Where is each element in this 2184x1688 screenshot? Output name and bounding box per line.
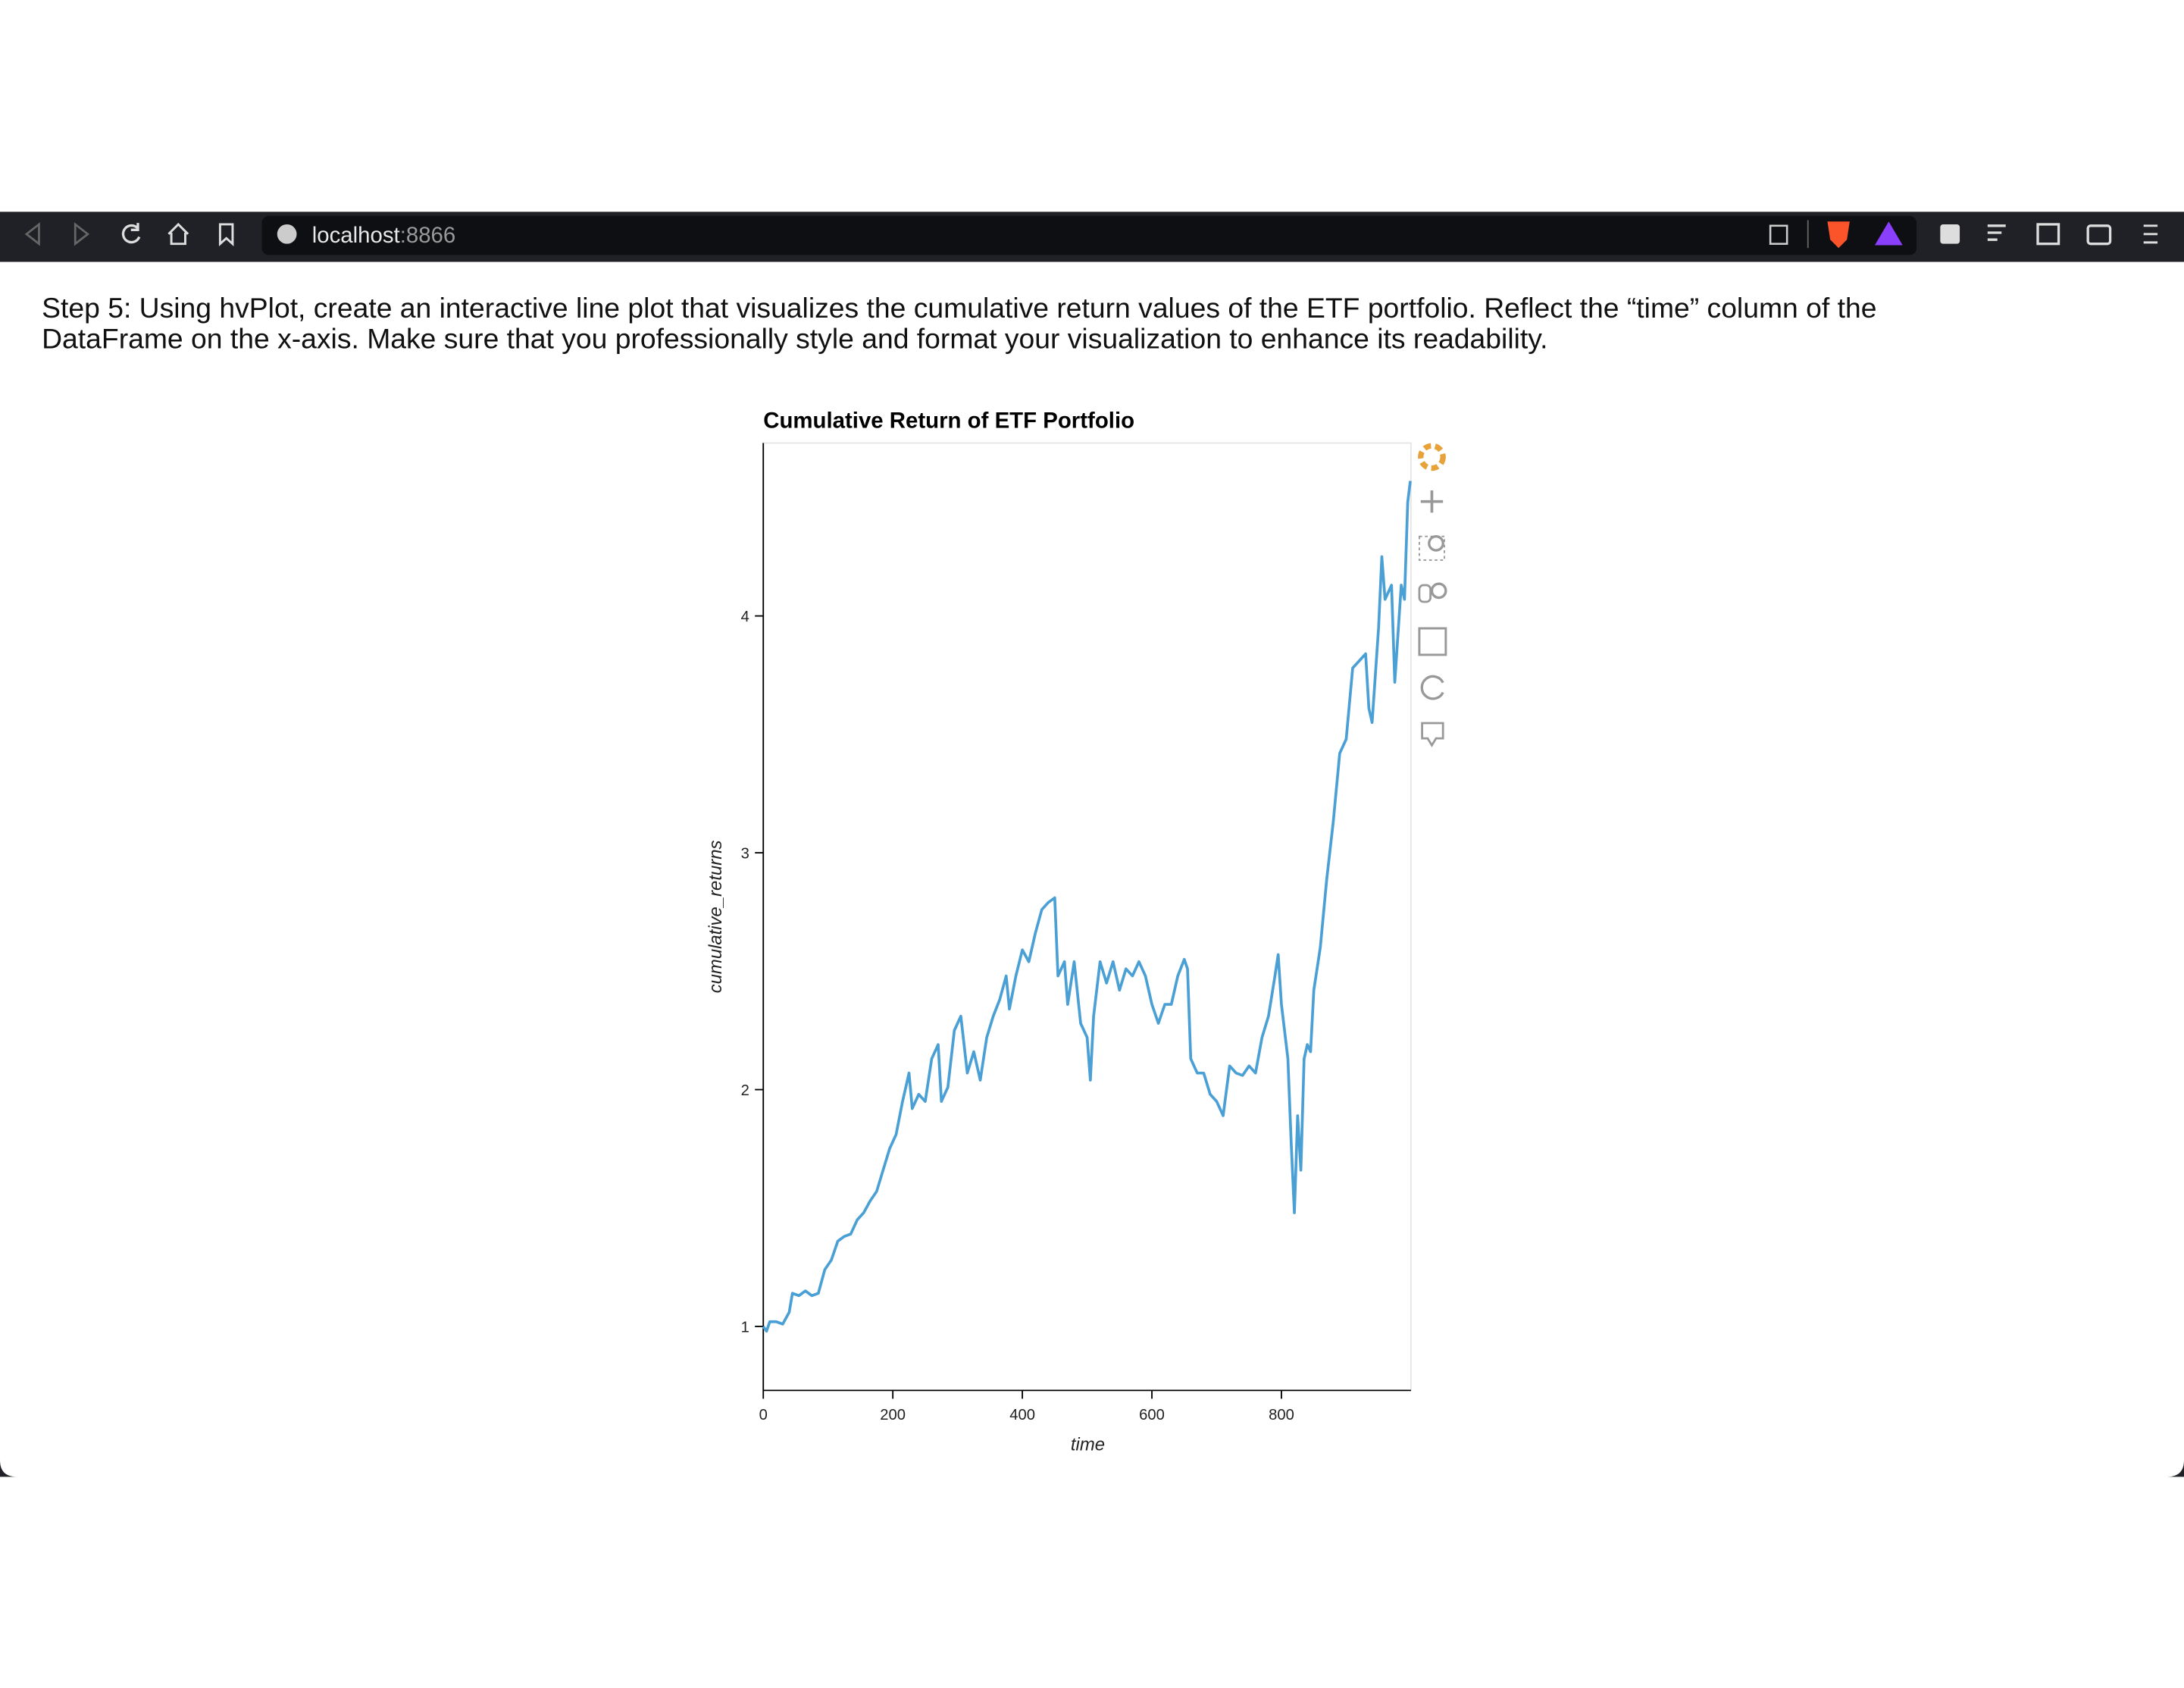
address-bar[interactable]	[261, 215, 1917, 255]
playlist-button[interactable]	[1987, 224, 2006, 241]
plot-toolbar	[1418, 443, 1447, 748]
box-zoom-frame	[1419, 535, 1445, 561]
x-tick-label: 600	[1139, 1407, 1165, 1423]
home-button[interactable]	[167, 222, 189, 246]
url: localhost:8866	[312, 223, 456, 248]
x-tick-label: 200	[880, 1407, 906, 1423]
wheel-zoom-icon	[1418, 584, 1432, 603]
x-axis-label: time	[1071, 1434, 1105, 1455]
extensions-button[interactable]	[1940, 224, 1960, 244]
bokeh-logo[interactable]	[1418, 443, 1446, 471]
instruction-text: Step 5: Using hvPlot, create an interact…	[42, 292, 1876, 324]
x-tick-label: 800	[1269, 1407, 1294, 1423]
window-corner	[2167, 1460, 2184, 1477]
x-tick-label: 400	[1009, 1407, 1035, 1423]
pan-tool[interactable]	[1420, 490, 1444, 513]
chart: Cumulative Return of ETF Portfolio time …	[706, 408, 1412, 1455]
url-host: localhost	[312, 223, 400, 248]
reset-tool[interactable]	[1420, 675, 1444, 700]
save-tool[interactable]	[1418, 627, 1447, 656]
hover-tool[interactable]	[1421, 722, 1444, 748]
y-tick-label: 1	[741, 1319, 749, 1336]
reload-button[interactable]	[121, 223, 141, 244]
instruction-text: DataFrame on the x-axis. Make sure that …	[42, 323, 1547, 355]
forward-button[interactable]	[74, 222, 90, 246]
chart-title: Cumulative Return of ETF Portfolio	[763, 408, 1134, 433]
brave-shields-icon[interactable]	[1827, 221, 1850, 249]
y-tick-label: 2	[741, 1082, 749, 1099]
data-line	[762, 481, 1412, 1333]
wallet-button[interactable]	[2086, 224, 2112, 246]
sidebar-button[interactable]	[2036, 223, 2060, 246]
window-corner	[0, 1460, 17, 1477]
bookmark-button[interactable]	[218, 223, 234, 246]
y-tick-label: 3	[741, 845, 749, 862]
share-button[interactable]	[1769, 224, 1788, 245]
x-tick-label: 0	[759, 1407, 768, 1423]
url-port: :8866	[400, 223, 456, 248]
y-tick-label: 4	[741, 609, 749, 625]
brave-rewards-icon[interactable]	[1874, 221, 1903, 246]
back-button[interactable]	[24, 222, 40, 246]
wheel-zoom-tool[interactable]	[1430, 582, 1447, 600]
site-info-icon[interactable]	[277, 224, 297, 244]
menu-button[interactable]	[2143, 224, 2158, 244]
y-axis-label: cumulative_returns	[706, 841, 726, 994]
plot-area	[762, 442, 1412, 1392]
